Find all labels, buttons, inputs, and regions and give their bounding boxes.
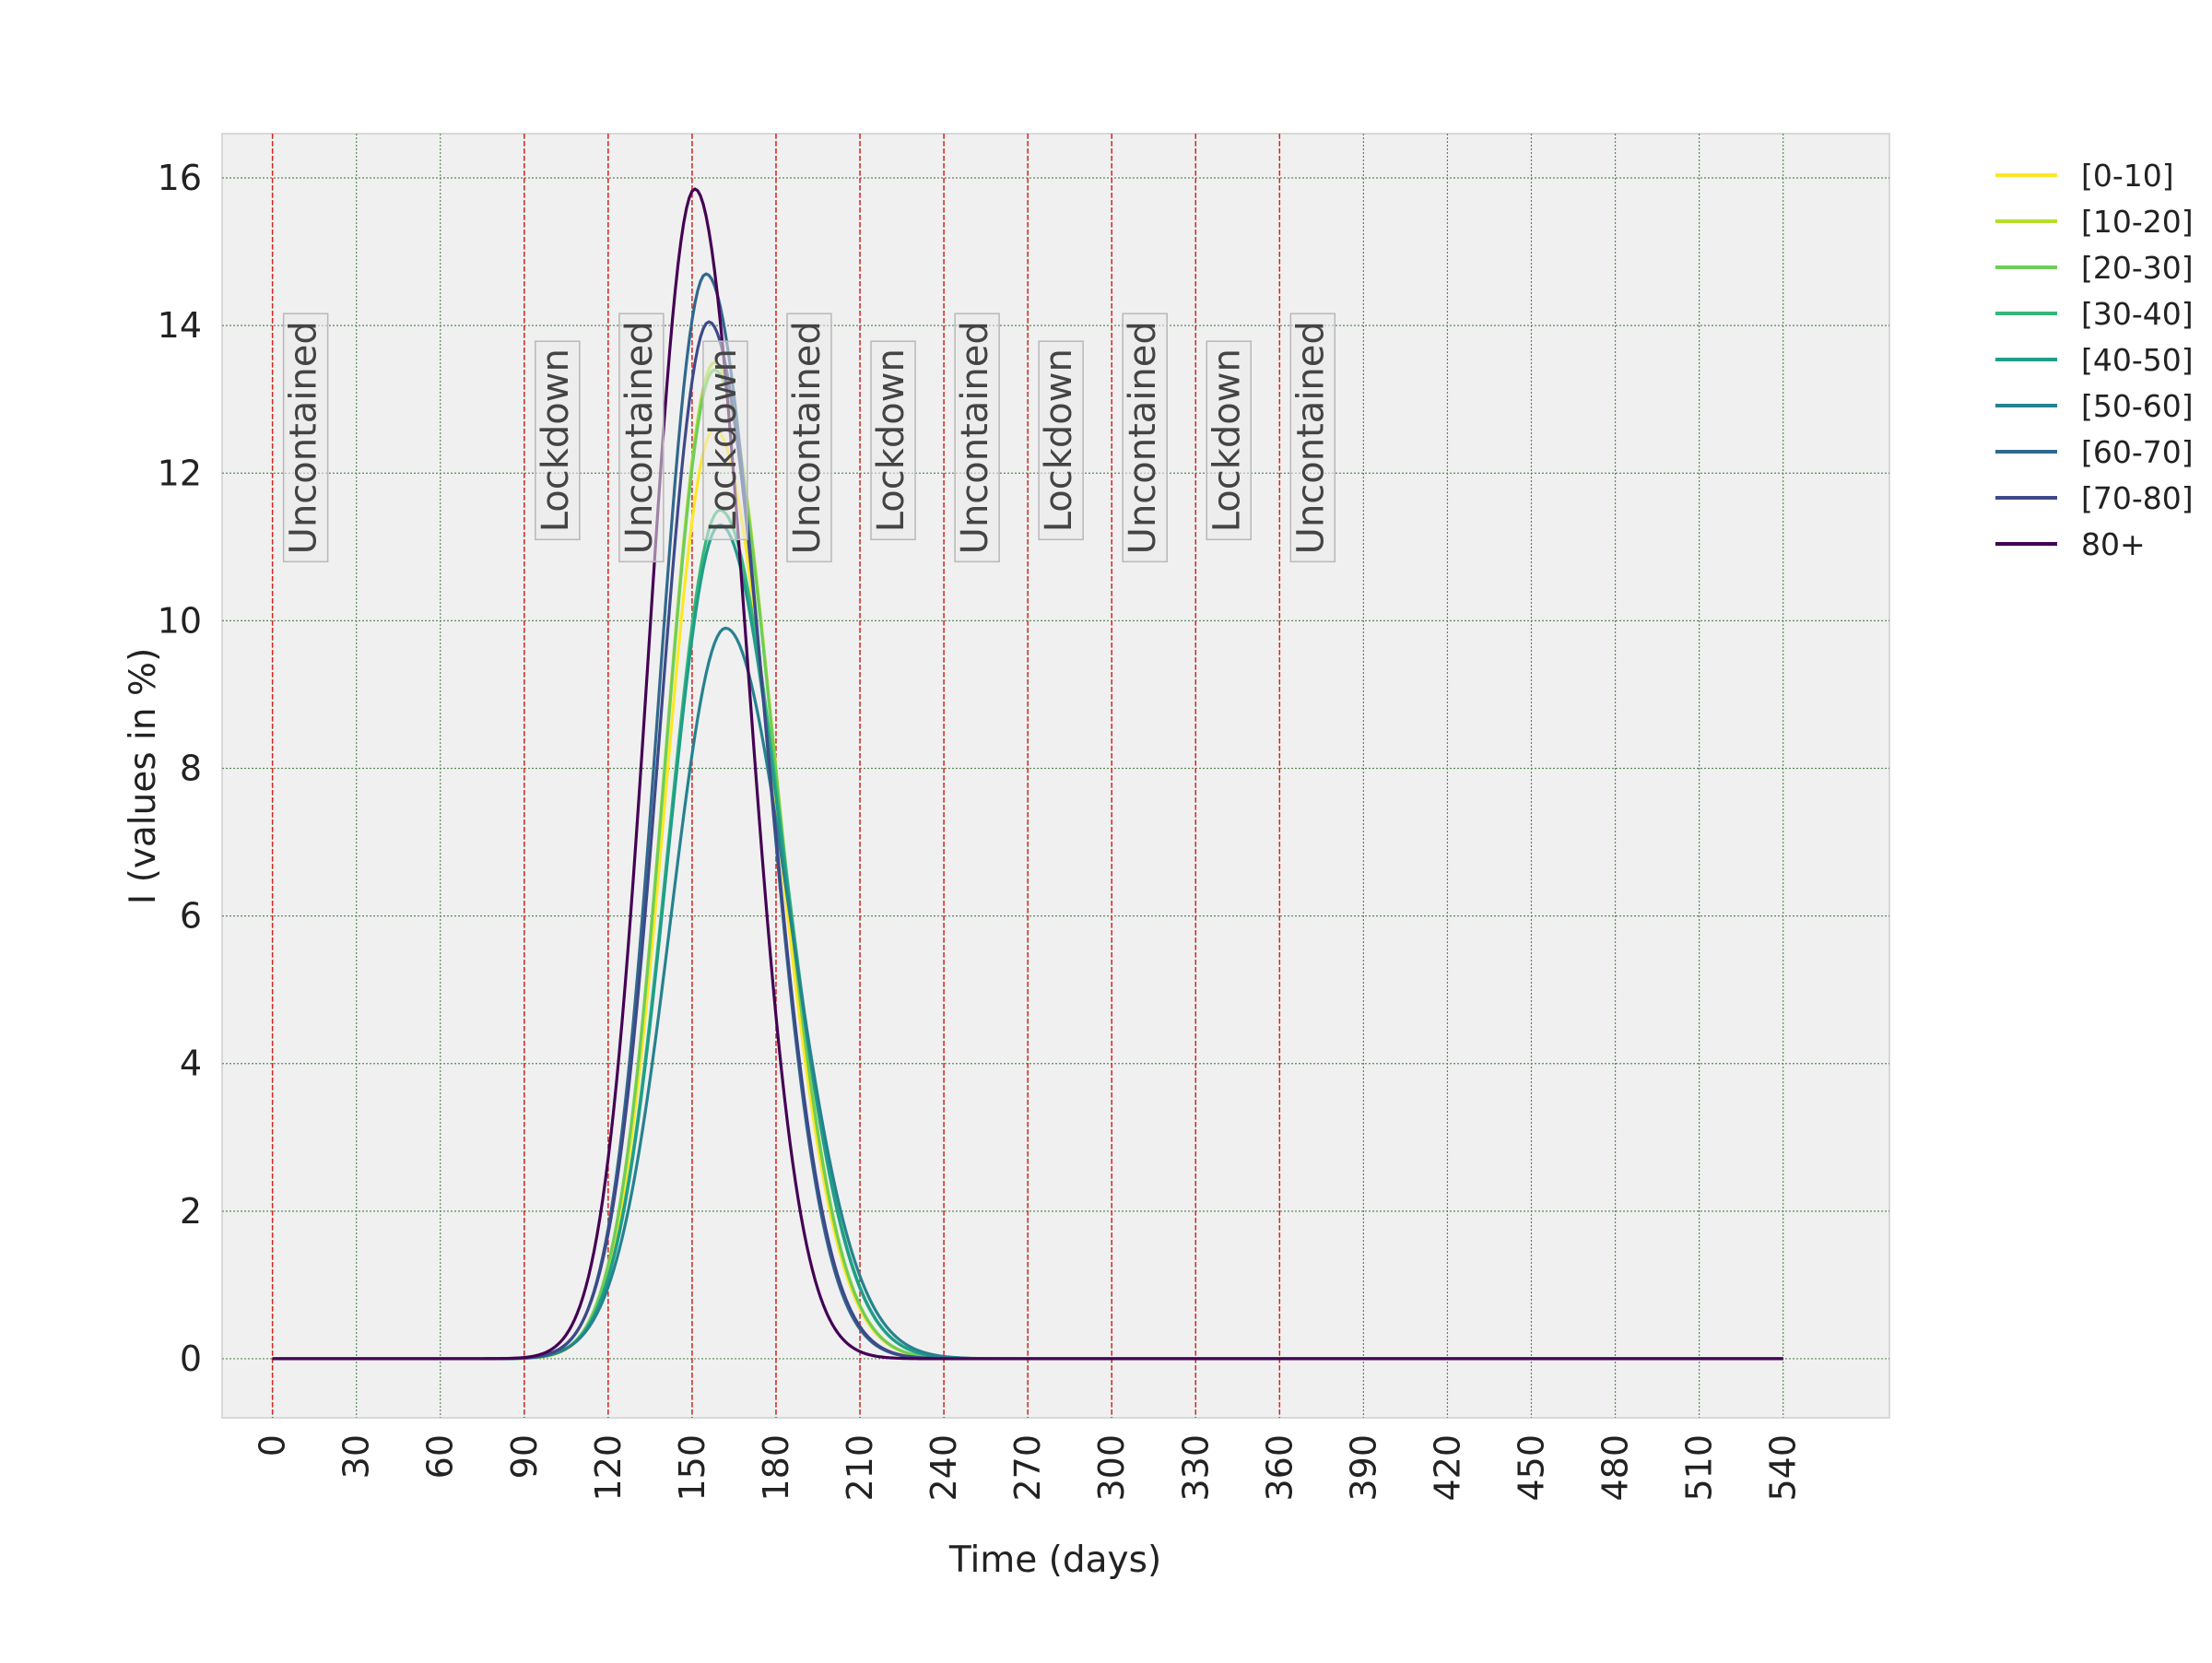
plot-background [221,133,1890,1419]
phase-label-text: Uncontained [1122,321,1164,554]
legend-item: [10-20] [1995,204,2194,240]
y-tick-label: 12 [158,453,202,493]
x-tick-label: 180 [756,1434,796,1502]
legend-label: [40-50] [2081,342,2194,378]
phase-label-box [1289,313,1336,563]
x-tick-label: 300 [1091,1434,1132,1502]
y-tick-label: 10 [158,600,202,641]
phase-label-text: Lockdown [535,348,577,532]
phase-label: Lockdown [870,340,916,541]
phase-label-text: Lockdown [1038,348,1080,532]
x-tick-label: 30 [336,1434,377,1479]
phase-label-box [535,340,581,541]
phase-label-text: Uncontained [1289,321,1332,554]
phase-label: Lockdown [535,340,581,541]
phase-label: Uncontained [1289,313,1336,563]
legend-item: [0-10] [1995,158,2174,194]
x-tick-label: 480 [1595,1434,1636,1502]
phase-label-text: Lockdown [1206,348,1248,532]
x-tick-label: 120 [588,1434,629,1502]
legend-label: [0-10] [2081,158,2174,194]
x-tick-label: 540 [1763,1434,1804,1502]
x-tick-label: 450 [1511,1434,1551,1502]
legend-label: [20-30] [2081,250,2194,286]
x-tick-label: 270 [1007,1434,1048,1502]
phase-label: Lockdown [1206,340,1253,541]
phase-label-box [1038,340,1084,541]
phase-label: Uncontained [1122,313,1168,563]
series-layer [272,187,1783,1361]
legend-label: [60-70] [2081,434,2194,470]
phase-label: Lockdown [1038,340,1084,541]
legend-item: [40-50] [1995,342,2194,378]
legend-item: [70-80] [1995,480,2194,516]
legend-item: [30-40] [1995,296,2194,332]
phase-label: Uncontained [786,313,832,563]
phase-label-box [1122,313,1168,563]
phase-label-box [1206,340,1253,541]
x-tick-label: 330 [1175,1434,1216,1502]
legend-item: [50-60] [1995,388,2194,424]
x-tick-label: 0 [253,1434,293,1457]
x-tick-label: 210 [840,1434,880,1502]
x-tick-label: 60 [420,1434,461,1479]
legend-label: [10-20] [2081,204,2194,240]
phase-labels-layer: Uncontained Lockdown Uncontained Lockdown Un… [282,313,1336,563]
phase-label-box [702,340,748,541]
y-tick-label: 6 [180,896,202,937]
phase-label-text: Lockdown [702,348,745,532]
y-tick-label: 14 [158,305,202,346]
x-tick-labels: 0 30 60 90 120 150 180 210 240 270 300 330 360 390 420… [253,1434,1804,1502]
x-axis-label: Time (days) [948,1539,1161,1581]
x-tick-label: 90 [504,1434,545,1479]
x-tick-label: 150 [672,1434,712,1502]
x-tick-label: 360 [1259,1434,1300,1502]
phase-label: Lockdown [702,340,748,541]
legend-label: [30-40] [2081,296,2194,332]
phase-label-text: Lockdown [870,348,912,532]
phase-label-box [282,313,329,563]
phase-label-text: Uncontained [786,321,829,554]
phase-label-text: Uncontained [954,321,996,554]
y-axis-label: I (values in %) [123,648,164,905]
legend-label: 80+ [2081,526,2146,562]
legend: [0-10] [10-20] [20-30] [30-40] [40-50] [50-60… [1995,158,2194,562]
legend-item: 80+ [1995,526,2146,562]
y-tick-label: 0 [180,1339,202,1379]
phase-label-box [870,340,916,541]
y-tick-label: 8 [180,748,202,788]
x-tick-label: 420 [1427,1434,1467,1502]
phase-label-box [618,313,665,563]
phase-label: Uncontained [618,313,665,563]
legend-label: [70-80] [2081,480,2194,516]
y-tick-labels: 0 2 4 6 8 10 12 14 16 [158,158,202,1379]
y-tick-label: 4 [180,1044,202,1084]
x-tick-label: 510 [1679,1434,1720,1502]
legend-item: [60-70] [1995,434,2194,470]
y-tick-label: 2 [180,1191,202,1232]
x-tick-label: 240 [924,1434,964,1502]
legend-item: [20-30] [1995,250,2194,286]
legend-label: [50-60] [2081,388,2194,424]
phase-label-text: Uncontained [618,321,661,554]
series-line [272,187,1783,1361]
phase-label-text: Uncontained [283,321,325,554]
phase-label-box [786,313,832,563]
y-tick-label: 16 [158,158,202,198]
phase-label-box [954,313,1000,563]
phase-label: Uncontained [954,313,1000,563]
phase-label: Uncontained [282,313,329,563]
x-tick-label: 390 [1343,1434,1383,1502]
